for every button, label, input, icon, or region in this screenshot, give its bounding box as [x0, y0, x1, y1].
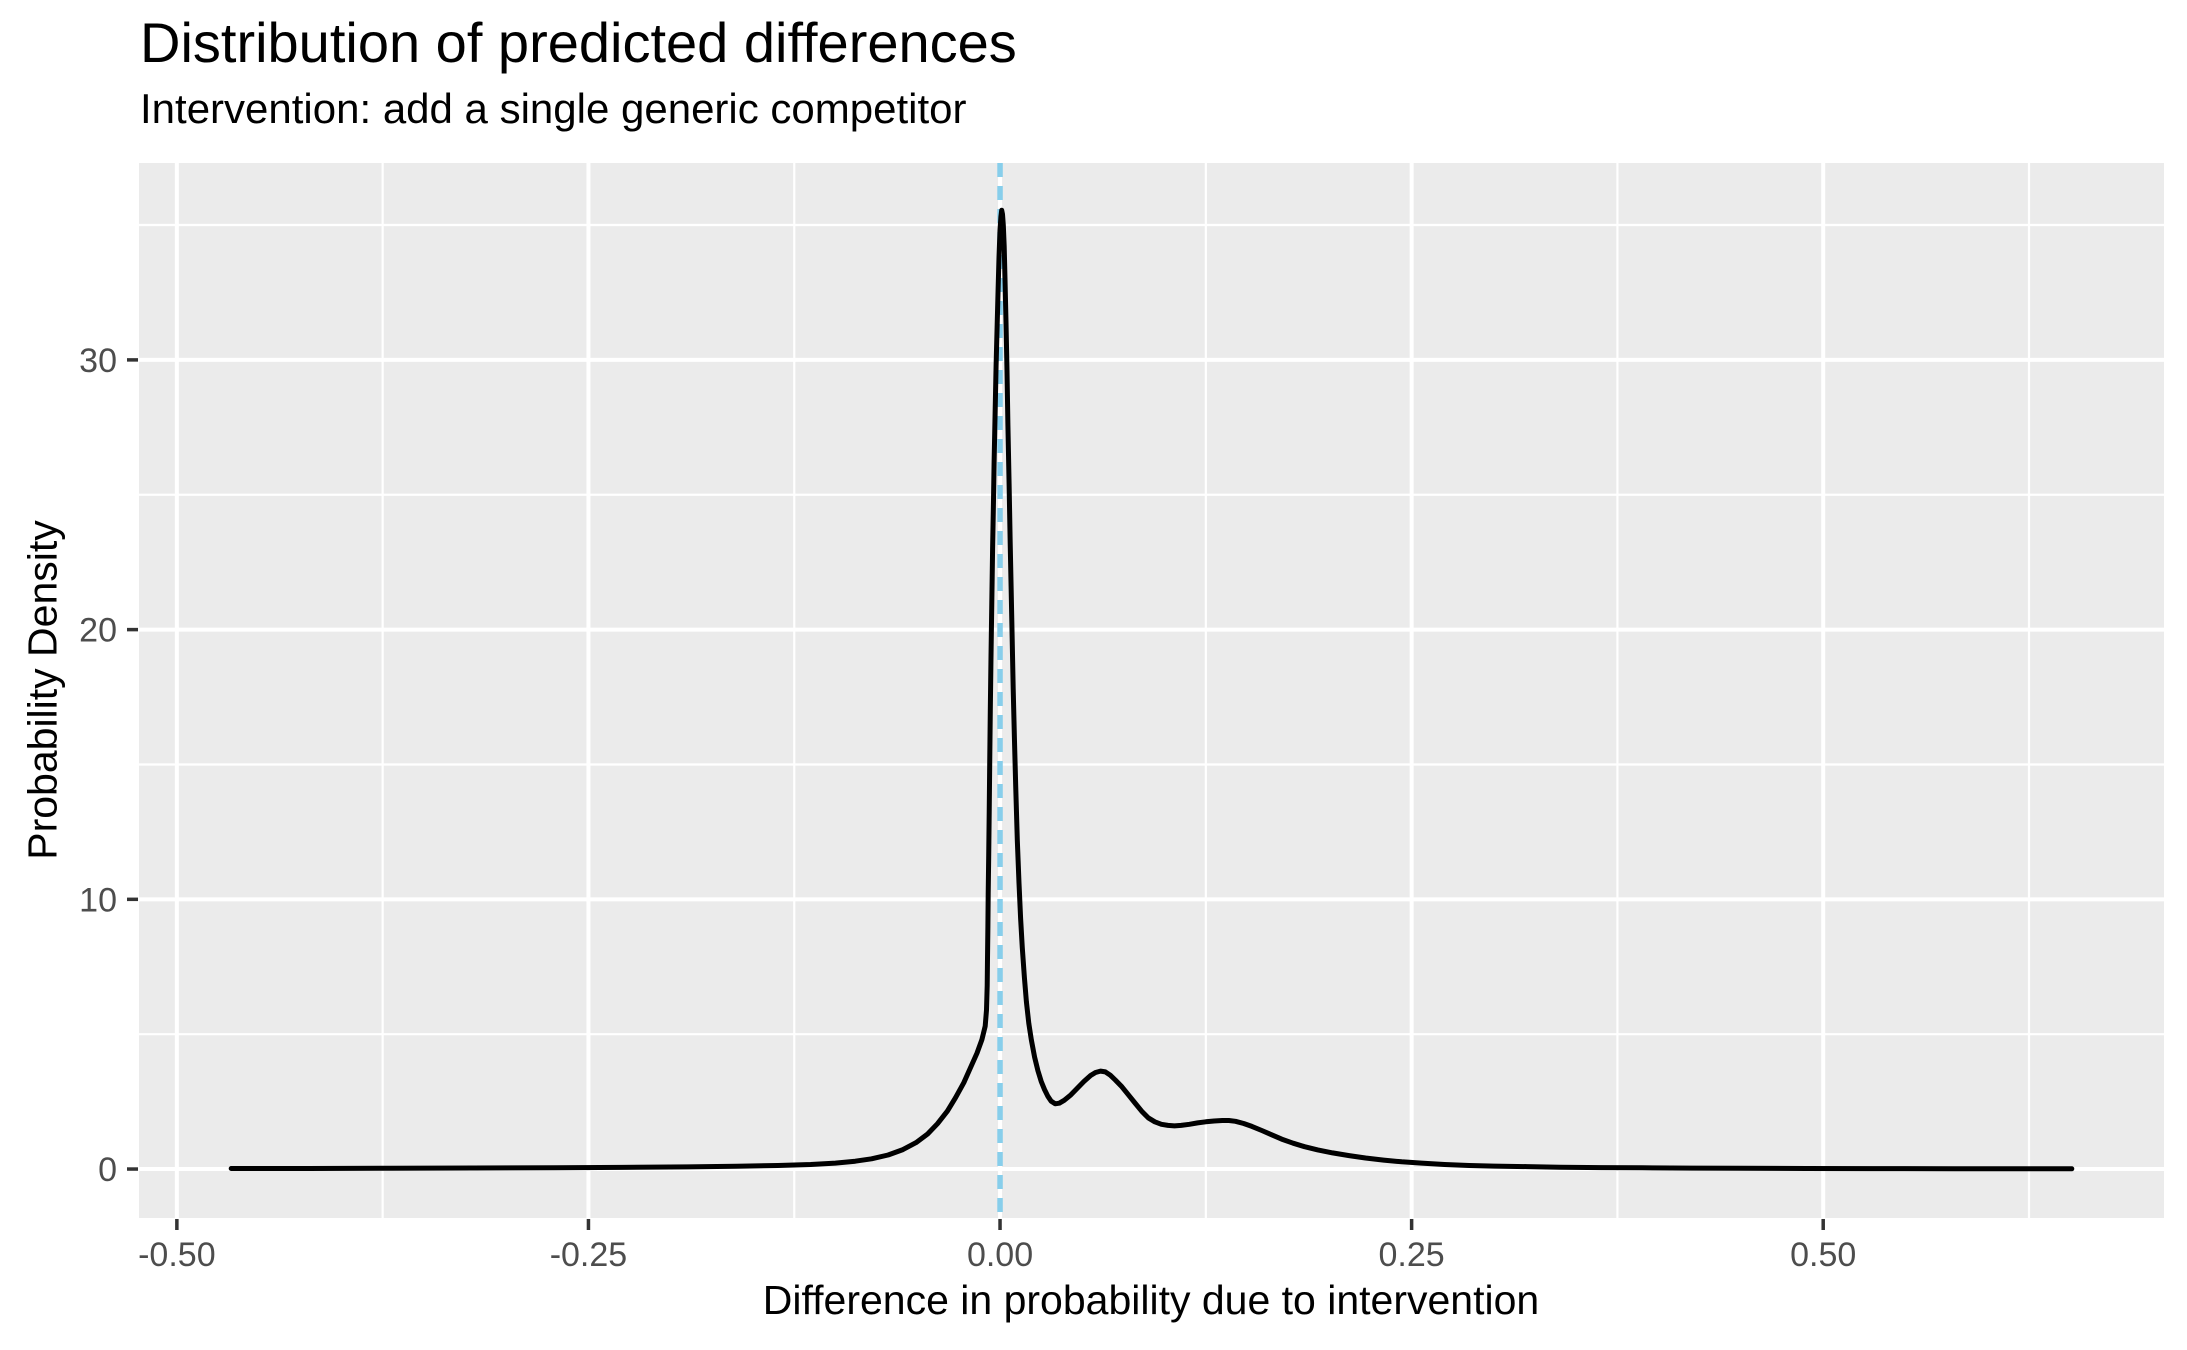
y-axis-tick-label: 0 [98, 1151, 117, 1189]
plot-title: Distribution of predicted differences [140, 11, 1017, 74]
x-axis-tick-label: -0.50 [138, 1236, 216, 1274]
x-axis-tick-label: 0.25 [1379, 1236, 1445, 1274]
y-axis-tick-label: 20 [79, 612, 117, 650]
plot-subtitle: Intervention: add a single generic compe… [140, 85, 967, 132]
y-axis-tick-label: 10 [79, 881, 117, 919]
panel-background [139, 163, 2164, 1218]
x-axis-tick-label: 0.50 [1790, 1236, 1856, 1274]
y-axis-tick-label: 30 [79, 342, 117, 380]
x-axis-tick-label: -0.25 [550, 1236, 628, 1274]
density-curve [228, 207, 2075, 1172]
x-axis-title: Difference in probability due to interve… [762, 1277, 1540, 1323]
y-axis-title: Probability Density [19, 520, 66, 860]
x-axis-tick-label: 0.00 [967, 1236, 1033, 1274]
